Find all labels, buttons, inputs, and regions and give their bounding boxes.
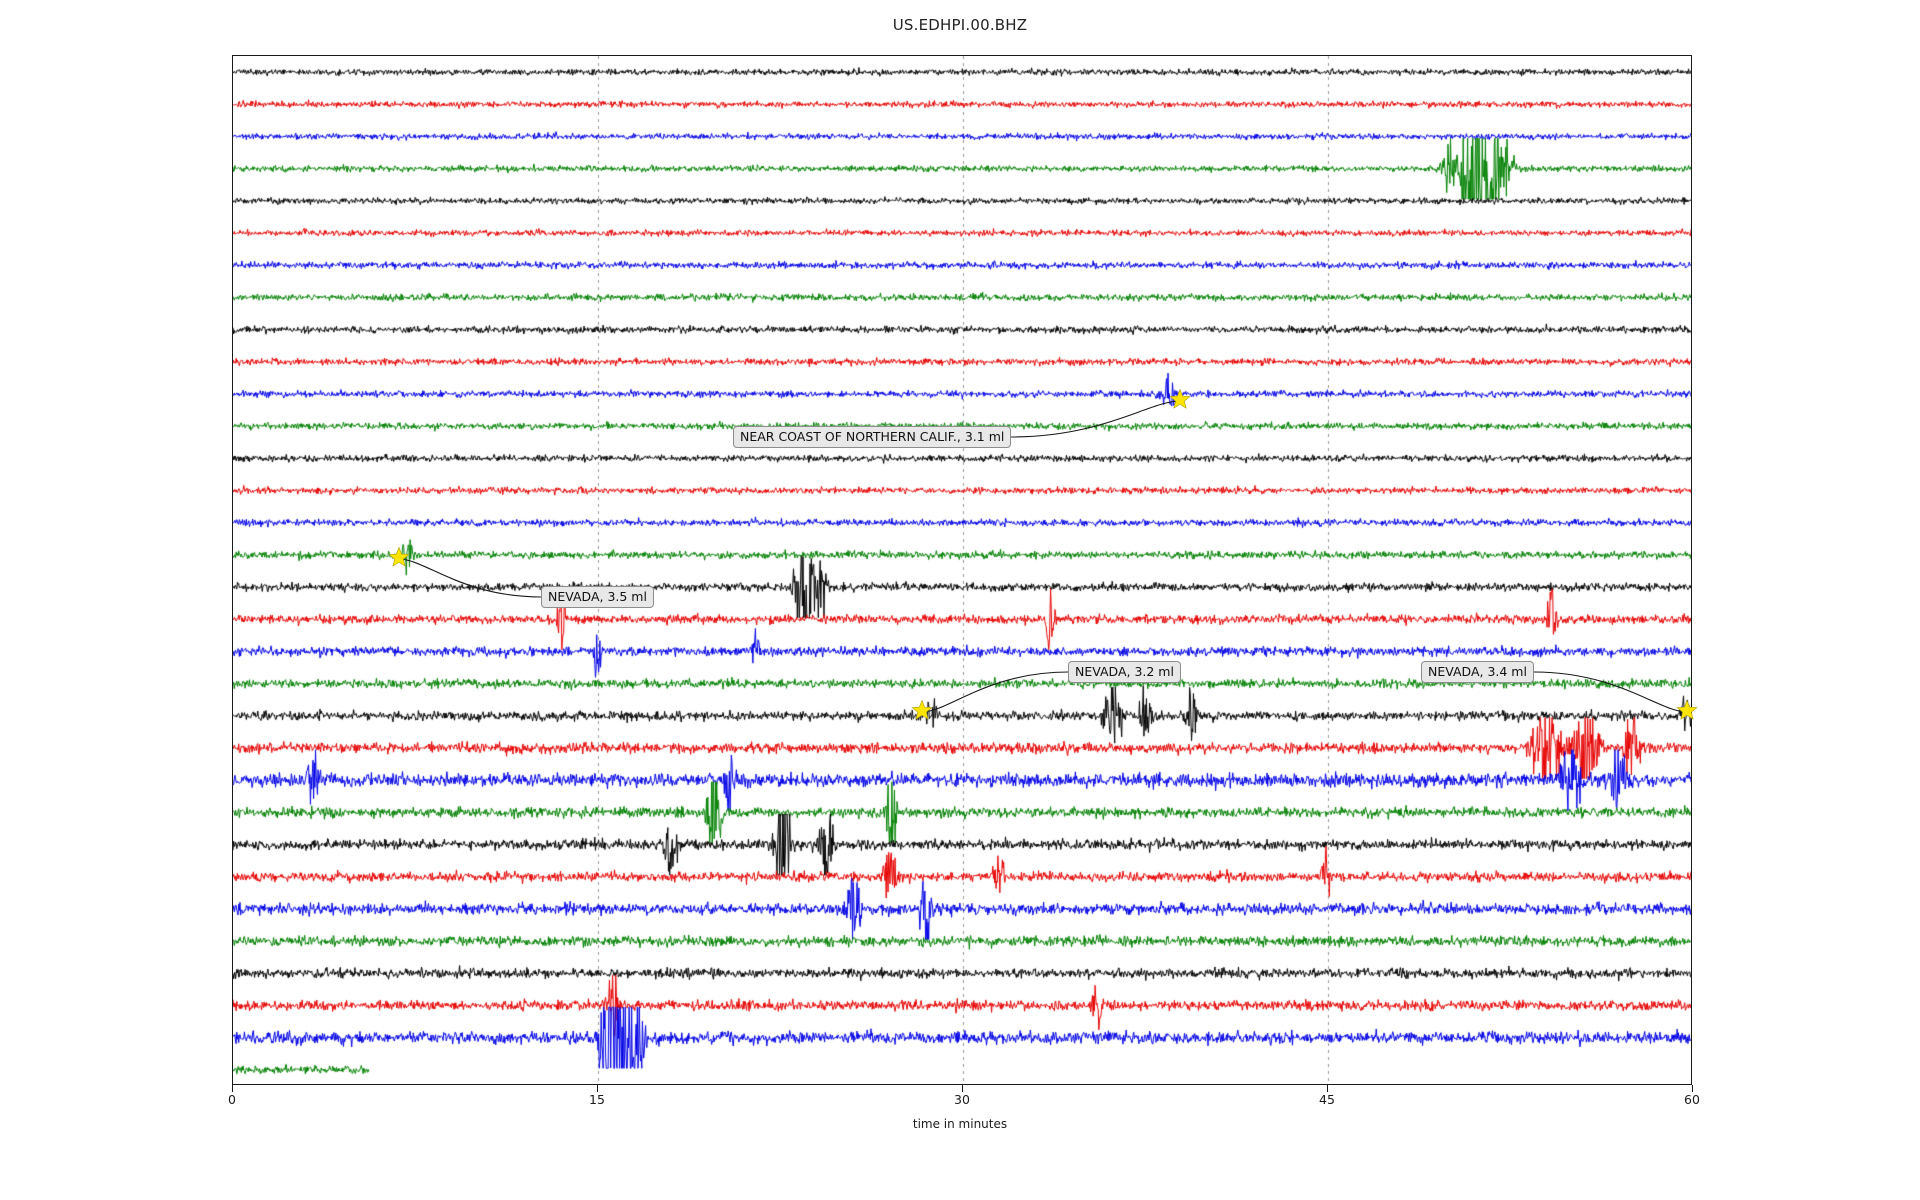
x-axis-tick-mark: [1692, 1085, 1693, 1092]
event-annotation-label[interactable]: NEVADA, 3.5 ml: [541, 586, 654, 609]
x-axis-label: time in minutes: [912, 1117, 1008, 1131]
x-axis-tick-label: 30: [954, 1092, 970, 1107]
x-axis-tick-label: 15: [589, 1092, 605, 1107]
x-axis-tick-mark: [232, 1085, 233, 1092]
event-annotation-label[interactable]: NEAR COAST OF NORTHERN CALIF., 3.1 ml: [733, 426, 1012, 449]
x-axis-tick-mark: [1327, 1085, 1328, 1092]
x-axis-tick-mark: [597, 1085, 598, 1092]
x-axis-tick-label: 60: [1684, 1092, 1700, 1107]
x-axis-tick-mark: [962, 1085, 963, 1092]
page-title: US.EDHPI.00.BHZ: [892, 16, 1028, 34]
event-annotation-label[interactable]: NEVADA, 3.2 ml: [1068, 661, 1181, 684]
x-axis-tick-label: 0: [228, 1092, 236, 1107]
event-annotation-label[interactable]: NEVADA, 3.4 ml: [1421, 661, 1534, 684]
x-axis-tick-label: 45: [1319, 1092, 1335, 1107]
